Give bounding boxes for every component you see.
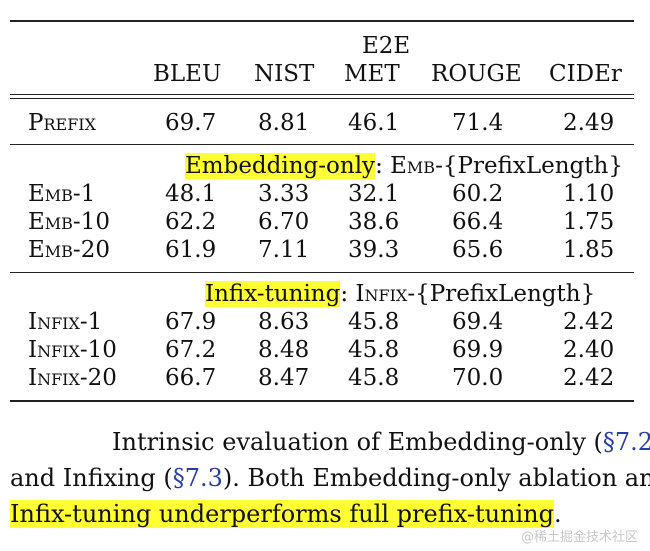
cell: 48.1 — [165, 181, 217, 207]
cell: 65.6 — [452, 237, 504, 263]
cell: 2.40 — [563, 337, 615, 363]
section-reference-link[interactable]: §7.3 — [172, 464, 223, 492]
section-title-highlight: Infix-tuning — [205, 281, 341, 307]
cell: 60.2 — [452, 181, 504, 207]
section-rule-2 — [10, 272, 634, 273]
row-label: Infix-1 — [28, 309, 103, 335]
caption-line-2: and Infixing (§7.3). Both Embedding-only… — [10, 460, 650, 496]
cell: 8.81 — [258, 110, 310, 136]
section-title-method: Infix — [355, 281, 408, 307]
cell: 39.3 — [348, 237, 400, 263]
cell: 1.85 — [563, 237, 615, 263]
caption-text: and Infixing ( — [10, 464, 173, 492]
caption-highlight: Infix-tuning underperforms full prefix-t… — [10, 500, 554, 528]
section-reference-link[interactable]: §7.2 — [602, 428, 650, 456]
section-title-suffix: -{PrefixLength} — [407, 281, 596, 307]
cell: 46.1 — [348, 110, 400, 136]
cell: 8.63 — [258, 309, 310, 335]
section-title: Embedding-only: Emb-{PrefixLength} — [185, 153, 623, 179]
cell: 69.7 — [165, 110, 217, 136]
group-header: E2E — [362, 33, 411, 59]
row-label: Emb-10 — [28, 209, 110, 235]
cell: 69.9 — [452, 337, 504, 363]
cell: 70.0 — [452, 365, 504, 391]
section-title-colon: : — [340, 281, 349, 307]
caption-text: Intrinsic evaluation of Embedding-only ( — [112, 428, 603, 456]
section-title-suffix: -{PrefixLength} — [435, 153, 623, 179]
column-header: MET — [344, 61, 400, 87]
cell: 69.4 — [452, 309, 504, 335]
cell: 66.7 — [165, 365, 217, 391]
cell: 6.70 — [258, 209, 310, 235]
row-label: Infix-10 — [28, 337, 117, 363]
cell: 8.48 — [258, 337, 310, 363]
section-title-method: Emb — [390, 153, 436, 179]
header-rule-2 — [10, 98, 634, 99]
section-title-highlight: Embedding-only — [185, 153, 376, 179]
row-label: Emb-20 — [28, 237, 110, 263]
cell: 2.42 — [563, 309, 615, 335]
cell: 2.42 — [563, 365, 615, 391]
cell: 61.9 — [165, 237, 217, 263]
cell: 7.11 — [258, 237, 310, 263]
cell: 62.2 — [165, 209, 217, 235]
cell: 1.10 — [563, 181, 615, 207]
cell: 2.49 — [563, 110, 615, 136]
bottom-rule — [10, 400, 634, 402]
caption-line-1: Intrinsic evaluation of Embedding-only (… — [112, 424, 650, 460]
cell: 45.8 — [348, 309, 400, 335]
section-title-colon: : — [375, 153, 383, 179]
cell: 1.75 — [563, 209, 615, 235]
cell: 8.47 — [258, 365, 310, 391]
section-title: Infix-tuning: Infix-{PrefixLength} — [205, 281, 595, 307]
header-rule-1 — [10, 94, 634, 95]
cell: 32.1 — [348, 181, 400, 207]
cell: 67.2 — [165, 337, 217, 363]
caption-text: . — [554, 500, 562, 528]
watermark: @稀土掘金技术社区 — [520, 530, 638, 545]
cell: 45.8 — [348, 365, 400, 391]
cell: 3.33 — [258, 181, 310, 207]
column-header: NIST — [254, 61, 315, 87]
cell: 66.4 — [452, 209, 504, 235]
cell: 71.4 — [452, 110, 504, 136]
section-rule-1 — [10, 144, 634, 145]
cell: 67.9 — [165, 309, 217, 335]
cell: 45.8 — [348, 337, 400, 363]
caption-line-3: Infix-tuning underperforms full prefix-t… — [10, 496, 562, 532]
cell: 38.6 — [348, 209, 400, 235]
caption-text: ). Both Embedding-only ablation and — [222, 464, 650, 492]
column-header: ROUGE — [431, 61, 522, 87]
row-label: Prefix — [28, 110, 97, 136]
row-label: Emb-1 — [28, 181, 96, 207]
column-header: CIDEr — [549, 61, 622, 87]
top-rule — [10, 20, 634, 22]
column-header: BLEU — [153, 61, 222, 87]
row-label: Infix-20 — [28, 365, 117, 391]
